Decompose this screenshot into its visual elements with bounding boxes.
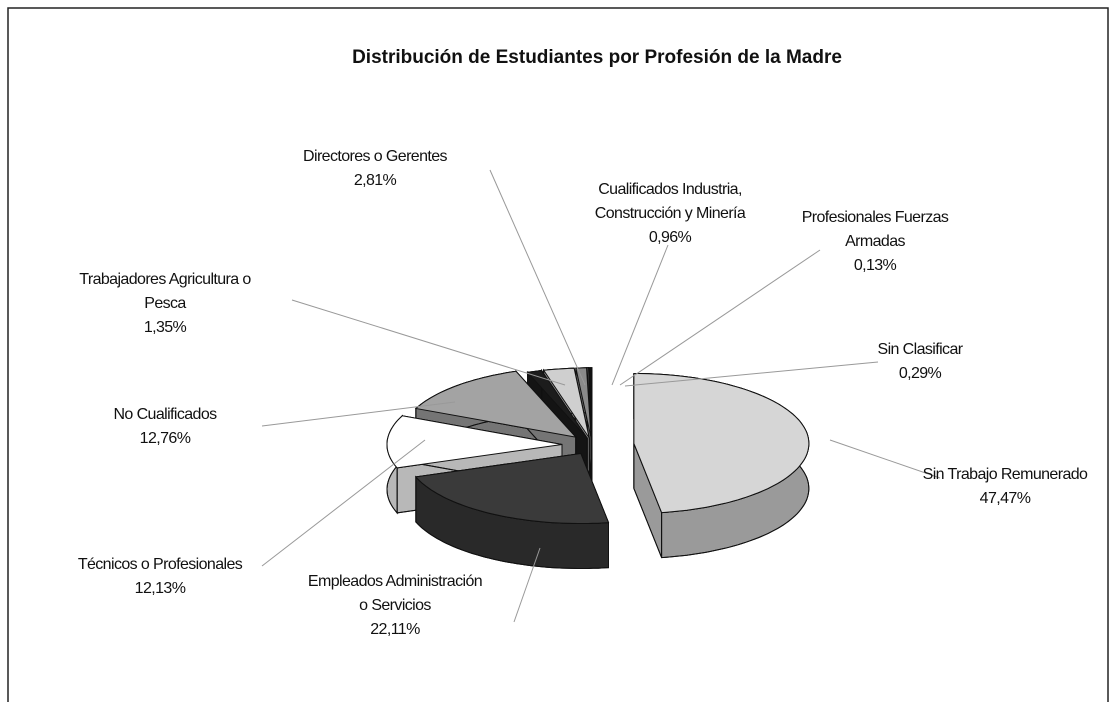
slice-label: Cualificados Industria, Construcción y Mi… <box>595 181 746 222</box>
slice <box>414 452 610 524</box>
value-label: 47,47% <box>980 490 1031 507</box>
frame <box>7 7 1109 702</box>
value-label: 1,35% <box>144 319 187 336</box>
slice-label: Profesionales Fuerzas Armadas <box>802 209 949 250</box>
leader-line <box>619 249 821 386</box>
slice-label: Directores o Gerentes <box>303 148 448 165</box>
value-label: 0,29% <box>899 365 942 382</box>
value-label: 22,11% <box>370 621 420 638</box>
leader-line <box>829 439 941 479</box>
slice-label: Técnicos o Profesionales <box>78 556 243 573</box>
leader-line <box>624 361 879 387</box>
pie <box>386 367 810 569</box>
labels: Sin Trabajo Remunerado 47,47% Empleados Ad… <box>78 148 1089 638</box>
slice-label: Sin Clasificar <box>878 341 964 358</box>
slice-label: Empleados Administración o Servicios <box>308 573 482 614</box>
leader-line <box>291 299 566 386</box>
value-label: 12,76% <box>140 430 191 447</box>
leader-line <box>261 439 426 567</box>
slice <box>386 415 563 469</box>
slice <box>633 373 810 514</box>
chart-title: Distribución de Estudiantes por Profesió… <box>352 47 842 68</box>
value-label: 0,96% <box>649 229 692 246</box>
slice-label: Sin Trabajo Remunerado <box>923 466 1088 483</box>
leader-line <box>489 169 586 386</box>
slice-label: Trabajadores Agricultura o Pesca <box>79 271 251 312</box>
slice <box>526 369 588 439</box>
leader-line <box>261 401 456 427</box>
leader-line <box>513 547 541 623</box>
slice <box>575 367 592 438</box>
value-label: 12,13% <box>135 580 186 597</box>
value-label: 0,13% <box>854 257 897 274</box>
slice-label: No Cualificados <box>113 406 217 423</box>
slice <box>542 367 590 439</box>
slice <box>414 370 578 438</box>
leader-line <box>611 244 669 386</box>
value-label: 2,81% <box>354 172 397 189</box>
